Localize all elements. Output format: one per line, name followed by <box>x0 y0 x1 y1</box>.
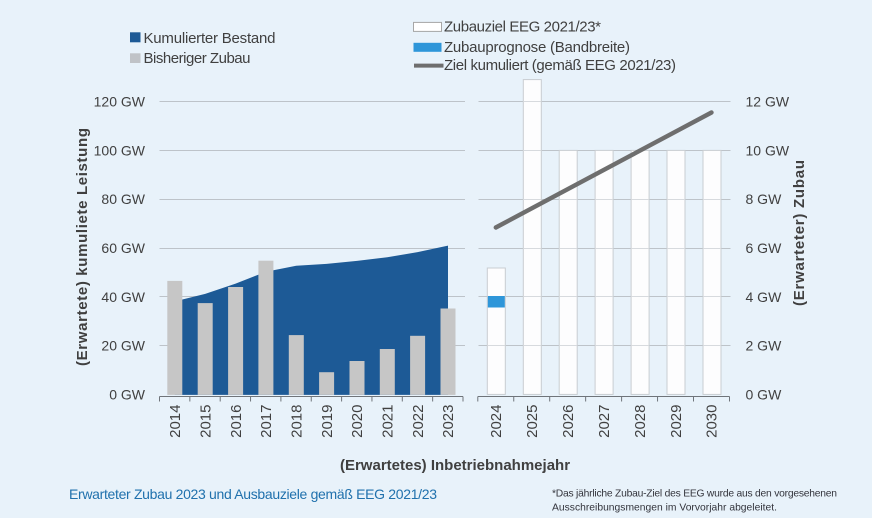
svg-text:2026: 2026 <box>560 405 577 438</box>
svg-text:Kumulierter Bestand: Kumulierter Bestand <box>144 30 276 47</box>
svg-text:2022: 2022 <box>410 405 427 438</box>
svg-text:8 GW: 8 GW <box>746 191 783 207</box>
svg-text:2021: 2021 <box>380 405 397 438</box>
svg-text:40 GW: 40 GW <box>101 289 145 305</box>
svg-text:0 GW: 0 GW <box>109 386 146 402</box>
svg-text:60 GW: 60 GW <box>101 240 145 256</box>
svg-text:6 GW: 6 GW <box>746 240 783 256</box>
svg-text:2019: 2019 <box>319 405 336 438</box>
svg-text:2023: 2023 <box>440 405 457 438</box>
svg-text:(Erwarteter) Zubau: (Erwarteter) Zubau <box>791 160 808 306</box>
svg-text:120 GW: 120 GW <box>94 94 146 110</box>
svg-text:12 GW: 12 GW <box>746 94 790 110</box>
svg-text:Bisheriger Zubau: Bisheriger Zubau <box>144 50 251 67</box>
svg-text:2 GW: 2 GW <box>746 338 783 354</box>
svg-text:4 GW: 4 GW <box>746 289 783 305</box>
svg-text:*Das jährliche Zubau-Ziel des: *Das jährliche Zubau-Ziel des EEG wurde … <box>552 489 837 500</box>
svg-text:2014: 2014 <box>167 405 184 438</box>
svg-text:2024: 2024 <box>488 405 505 438</box>
svg-text:100 GW: 100 GW <box>94 142 146 158</box>
svg-text:Ausschreibungsmengen im Vorvor: Ausschreibungsmengen im Vorvorjahr abgel… <box>552 503 777 514</box>
svg-text:10 GW: 10 GW <box>746 142 790 158</box>
svg-text:2018: 2018 <box>289 405 306 438</box>
svg-text:2030: 2030 <box>704 405 721 438</box>
svg-text:2016: 2016 <box>228 405 245 438</box>
svg-text:2027: 2027 <box>596 405 613 438</box>
svg-text:Zubauziel EEG 2021/23*: Zubauziel EEG 2021/23* <box>444 19 601 36</box>
svg-text:2020: 2020 <box>349 405 366 438</box>
svg-text:Zubauprognose (Bandbreite): Zubauprognose (Bandbreite) <box>444 39 630 56</box>
svg-text:2015: 2015 <box>197 405 214 438</box>
svg-text:2028: 2028 <box>632 405 649 438</box>
svg-text:20 GW: 20 GW <box>101 338 145 354</box>
svg-text:0 GW: 0 GW <box>746 386 783 402</box>
svg-text:Erwarteter Zubau 2023 und Ausb: Erwarteter Zubau 2023 und Ausbauziele ge… <box>69 486 437 502</box>
svg-text:2025: 2025 <box>524 405 541 438</box>
svg-text:(Erwartetes) Inbetriebnahmejah: (Erwartetes) Inbetriebnahmejahr <box>340 457 570 474</box>
svg-text:2029: 2029 <box>668 405 685 438</box>
svg-text:(Erwartete) kumuliete Leistung: (Erwartete) kumuliete Leistung <box>74 128 91 366</box>
svg-text:Ziel kumuliert (gemäß EEG 2021: Ziel kumuliert (gemäß EEG 2021/23) <box>444 57 676 74</box>
svg-text:80 GW: 80 GW <box>101 191 145 207</box>
svg-text:2017: 2017 <box>258 405 275 438</box>
